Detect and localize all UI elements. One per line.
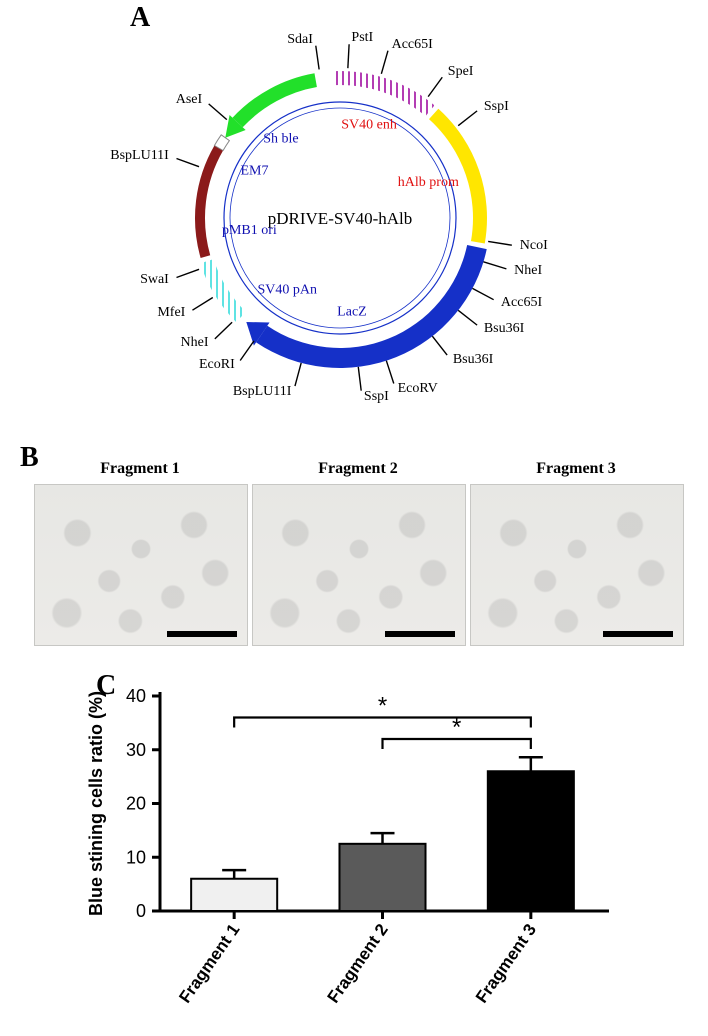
feature-label-pMB1-ori: pMB1 ori — [222, 223, 277, 238]
site-tick — [192, 297, 212, 310]
site-label-Acc65I: Acc65I — [392, 37, 433, 53]
feature-label-Sh-ble: Sh ble — [263, 131, 298, 146]
site-label-SpeI: SpeI — [448, 64, 474, 80]
site-tick — [240, 341, 254, 361]
site-label-SwaI: SwaI — [140, 272, 169, 288]
site-label-Acc65I: Acc65I — [501, 295, 542, 311]
bar-3 — [488, 771, 574, 911]
y-tick-label: 0 — [136, 901, 146, 921]
site-tick — [488, 241, 512, 245]
arc-LacZ — [256, 245, 487, 368]
site-label-SspI: SspI — [364, 389, 389, 405]
micrograph-1 — [34, 484, 248, 646]
y-tick-label: 20 — [126, 794, 146, 814]
site-label-SspI: SspI — [484, 99, 509, 115]
site-label-BspLU11I: BspLU11I — [233, 384, 292, 400]
feature-label-hAlb-prom: hAlb prom — [398, 175, 459, 190]
site-tick — [295, 363, 301, 386]
page-root: A pDRIVE-SV40-hAlbSh bleEM7pMB1 oriSV40 … — [0, 0, 708, 1036]
feature-label-SV40-enh: SV40 enh — [341, 118, 397, 133]
micrograph-title-3: Fragment 3 — [470, 460, 682, 478]
site-label-AseI: AseI — [176, 92, 202, 108]
site-label-EcoRV: EcoRV — [398, 381, 438, 397]
x-tick-label: Fragment 3 — [472, 920, 540, 1006]
feature-label-SV40-pAn: SV40 pAn — [257, 282, 317, 297]
arc-SV40_pAn — [200, 259, 246, 322]
site-label-Bsu36I: Bsu36I — [484, 321, 524, 337]
plasmid-center-label: pDRIVE-SV40-hAlb — [268, 209, 413, 228]
site-label-NheI: NheI — [181, 335, 209, 351]
site-tick — [316, 46, 319, 70]
micrograph-title-1: Fragment 1 — [34, 460, 246, 478]
site-label-Bsu36I: Bsu36I — [453, 352, 493, 368]
site-label-NcoI: NcoI — [520, 238, 548, 254]
panel-c-barchart: 0 10 20 30 40 Blue stining cells ratio (%) Fra… — [60, 676, 670, 1026]
sig-star: * — [378, 693, 387, 720]
site-label-PstI: PstI — [351, 30, 373, 46]
site-tick — [215, 322, 232, 339]
site-tick — [176, 158, 199, 166]
y-tick-label: 10 — [126, 847, 146, 867]
scale-bar — [385, 631, 455, 637]
site-tick — [458, 310, 477, 325]
site-label-EcoRI: EcoRI — [199, 357, 235, 373]
site-tick — [483, 262, 506, 269]
micrograph-title-2: Fragment 2 — [252, 460, 464, 478]
site-tick — [386, 361, 393, 384]
site-tick — [472, 288, 493, 299]
site-tick — [458, 111, 477, 126]
scale-bar — [603, 631, 673, 637]
feature-label-LacZ: LacZ — [337, 304, 367, 319]
site-tick — [348, 44, 349, 68]
arc-Sh_ble — [232, 73, 316, 127]
arc-SV40_enh — [335, 71, 435, 116]
feature-label-EM7: EM7 — [240, 163, 268, 178]
site-label-BspLU11I: BspLU11I — [110, 148, 169, 164]
site-label-MfeI: MfeI — [157, 305, 185, 321]
site-tick — [176, 269, 199, 277]
site-tick — [428, 77, 442, 96]
sig-star: * — [452, 714, 461, 741]
y-axis-label: Blue stining cells ratio (%) — [86, 691, 106, 916]
arc-pMB1_ori — [195, 146, 223, 258]
scale-bar — [167, 631, 237, 637]
micrograph-2 — [252, 484, 466, 646]
site-tick — [209, 104, 227, 120]
x-tick-label: Fragment 1 — [175, 920, 243, 1006]
y-tick-label: 40 — [126, 686, 146, 706]
site-label-NheI: NheI — [514, 263, 542, 279]
site-tick — [358, 367, 361, 391]
site-tick — [432, 336, 447, 355]
site-tick — [381, 51, 388, 74]
bar-2 — [339, 844, 425, 911]
bar-chart-svg: 0 10 20 30 40 Blue stining cells ratio (%) Fra… — [60, 676, 670, 1026]
panel-a-plasmid: pDRIVE-SV40-hAlb Sh ble EM7 pMB1 ori SV40 pA… — [60, 0, 620, 430]
plasmid-svg: pDRIVE-SV40-hAlb Sh ble EM7 pMB1 ori SV40 pA… — [60, 0, 620, 430]
x-tick-label: Fragment 2 — [324, 920, 392, 1006]
panel-b-micrographs: Fragment 1 Fragment 2 Fragment 3 — [34, 460, 684, 660]
site-label-SdaI: SdaI — [287, 32, 313, 48]
micrograph-3 — [470, 484, 684, 646]
bar-1 — [191, 879, 277, 911]
y-tick-label: 30 — [126, 740, 146, 760]
